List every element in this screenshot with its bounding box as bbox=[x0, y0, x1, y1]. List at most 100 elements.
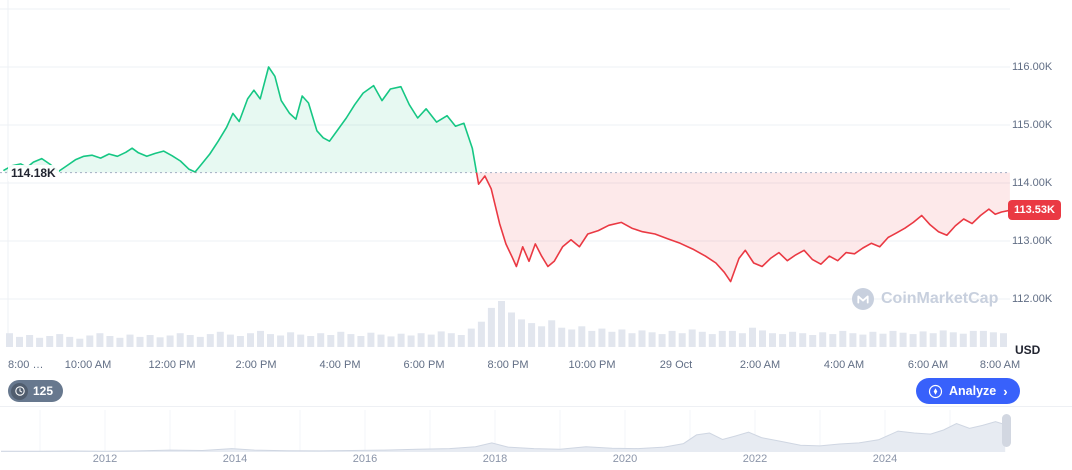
volume-bar bbox=[307, 336, 315, 347]
volume-bar bbox=[568, 329, 576, 347]
volume-bar bbox=[477, 321, 485, 347]
volume-bar bbox=[447, 333, 455, 347]
volume-bar bbox=[698, 331, 706, 347]
x-axis-tick-label: 10:00 PM bbox=[568, 359, 616, 371]
price-line-up bbox=[3, 66, 478, 173]
volume-bar bbox=[638, 330, 646, 347]
volume-bar bbox=[36, 337, 44, 347]
volume-bar bbox=[819, 332, 827, 347]
x-axis-tick-label: 8:00 AM bbox=[979, 359, 1021, 371]
chevron-right-icon: › bbox=[1003, 383, 1008, 399]
volume-bar bbox=[839, 330, 847, 347]
volume-bar bbox=[959, 333, 967, 347]
volume-bar bbox=[498, 301, 505, 347]
navigator-scroll-handle[interactable] bbox=[1002, 414, 1011, 447]
volume-bar bbox=[588, 330, 596, 347]
volume-bar bbox=[809, 335, 817, 347]
volume-bar bbox=[136, 336, 144, 347]
x-axis-tick-label: 29 Oct bbox=[659, 359, 693, 371]
volume-bar bbox=[427, 334, 435, 347]
volume-bar bbox=[909, 334, 917, 347]
volume-bar bbox=[66, 336, 74, 347]
x-axis-tick-label: 8:00 PM bbox=[487, 359, 529, 371]
volume-bar bbox=[156, 337, 164, 347]
volume-bar bbox=[116, 337, 124, 347]
x-axis-tick-label: 6:00 AM bbox=[907, 359, 949, 371]
navigator-year-label: 2018 bbox=[482, 453, 508, 465]
volume-bar bbox=[889, 330, 897, 347]
volume-bar bbox=[919, 331, 927, 347]
volume-bar bbox=[849, 333, 857, 347]
volume-bar bbox=[146, 335, 154, 347]
volume-bar bbox=[708, 334, 716, 347]
y-axis-tick-label: 114.00K bbox=[1012, 177, 1053, 189]
history-count-label: 125 bbox=[33, 384, 54, 398]
watermark-text: CoinMarketCap bbox=[881, 290, 999, 307]
volume-bar bbox=[317, 333, 325, 347]
volume-bar bbox=[628, 333, 636, 347]
volume-bar bbox=[176, 333, 184, 347]
volume-bar bbox=[989, 332, 997, 347]
volume-bar bbox=[397, 333, 405, 347]
coinmarketcap-logo-icon bbox=[852, 288, 874, 310]
x-axis-tick-label: 8:00 … bbox=[8, 359, 44, 371]
volume-bar bbox=[618, 329, 626, 347]
history-count-badge[interactable]: 125 bbox=[8, 380, 64, 402]
volume-bar bbox=[6, 333, 13, 347]
price-chart-canvas[interactable] bbox=[0, 0, 1072, 352]
navigator-year-label: 2020 bbox=[612, 453, 638, 465]
volume-bar bbox=[196, 336, 204, 347]
x-axis-tick-label: 6:00 PM bbox=[403, 359, 445, 371]
x-axis-tick-label: 12:00 PM bbox=[148, 359, 196, 371]
y-axis-tick-label: 116.00K bbox=[1012, 61, 1053, 73]
volume-bar bbox=[969, 330, 977, 347]
y-axis-tick-label: 112.00K bbox=[1012, 293, 1053, 305]
volume-bar bbox=[528, 323, 536, 347]
volume-bar bbox=[257, 330, 264, 347]
volume-bar bbox=[417, 333, 425, 347]
x-axis-labels: 8:00 … 10:00 AM 12:00 PM 2:00 PM 4:00 PM 6:00… bbox=[0, 359, 1040, 375]
volume-bar bbox=[226, 334, 234, 347]
volume-bar bbox=[26, 335, 34, 347]
x-axis-tick-label: 10:00 AM bbox=[64, 359, 112, 371]
volume-bar bbox=[728, 330, 736, 347]
y-axis-tick-label: 113.00K bbox=[1012, 235, 1053, 247]
volume-bar bbox=[46, 336, 54, 347]
navigator-canvas[interactable] bbox=[0, 408, 1072, 453]
volume-bar bbox=[206, 334, 214, 347]
navigator-year-labels: 2012 2014 2016 2018 2020 2022 2024 bbox=[0, 453, 1072, 469]
navigator-area bbox=[1, 421, 1006, 452]
volume-bar bbox=[277, 335, 285, 347]
timeline-navigator[interactable]: 2012 2014 2016 2018 2020 2022 2024 bbox=[0, 406, 1072, 470]
volume-bar bbox=[377, 334, 385, 347]
volume-bar bbox=[929, 333, 937, 347]
axis-unit-label: USD bbox=[1015, 343, 1041, 357]
volume-bar bbox=[658, 334, 666, 347]
volume-bar bbox=[267, 334, 274, 347]
volume-bar bbox=[327, 335, 335, 347]
volume-bar bbox=[899, 332, 907, 347]
volume-bar bbox=[1000, 333, 1007, 347]
navigator-year-label: 2024 bbox=[872, 453, 898, 465]
x-axis-tick-label: 4:00 PM bbox=[319, 359, 361, 371]
volume-bar bbox=[337, 331, 345, 347]
baseline-price-label: 114.18K bbox=[8, 165, 59, 181]
volume-bar bbox=[979, 330, 987, 347]
analyze-button[interactable]: Analyze › bbox=[916, 378, 1020, 404]
volume-bar bbox=[939, 330, 947, 347]
volume-bar bbox=[357, 336, 365, 347]
volume-bar bbox=[859, 334, 867, 347]
volume-bar bbox=[166, 335, 174, 347]
volume-bar bbox=[56, 334, 64, 347]
volume-bar bbox=[678, 333, 686, 347]
volume-bar bbox=[718, 330, 726, 347]
navigator-year-label: 2012 bbox=[92, 453, 118, 465]
y-axis-tick-label: 115.00K bbox=[1012, 119, 1053, 131]
volume-bar bbox=[287, 332, 295, 347]
volume-bar bbox=[16, 336, 23, 347]
navigator-year-label: 2022 bbox=[742, 453, 768, 465]
navigator-year-label: 2014 bbox=[222, 453, 248, 465]
analyze-sparkle-icon bbox=[928, 384, 943, 398]
volume-bar bbox=[598, 328, 606, 347]
